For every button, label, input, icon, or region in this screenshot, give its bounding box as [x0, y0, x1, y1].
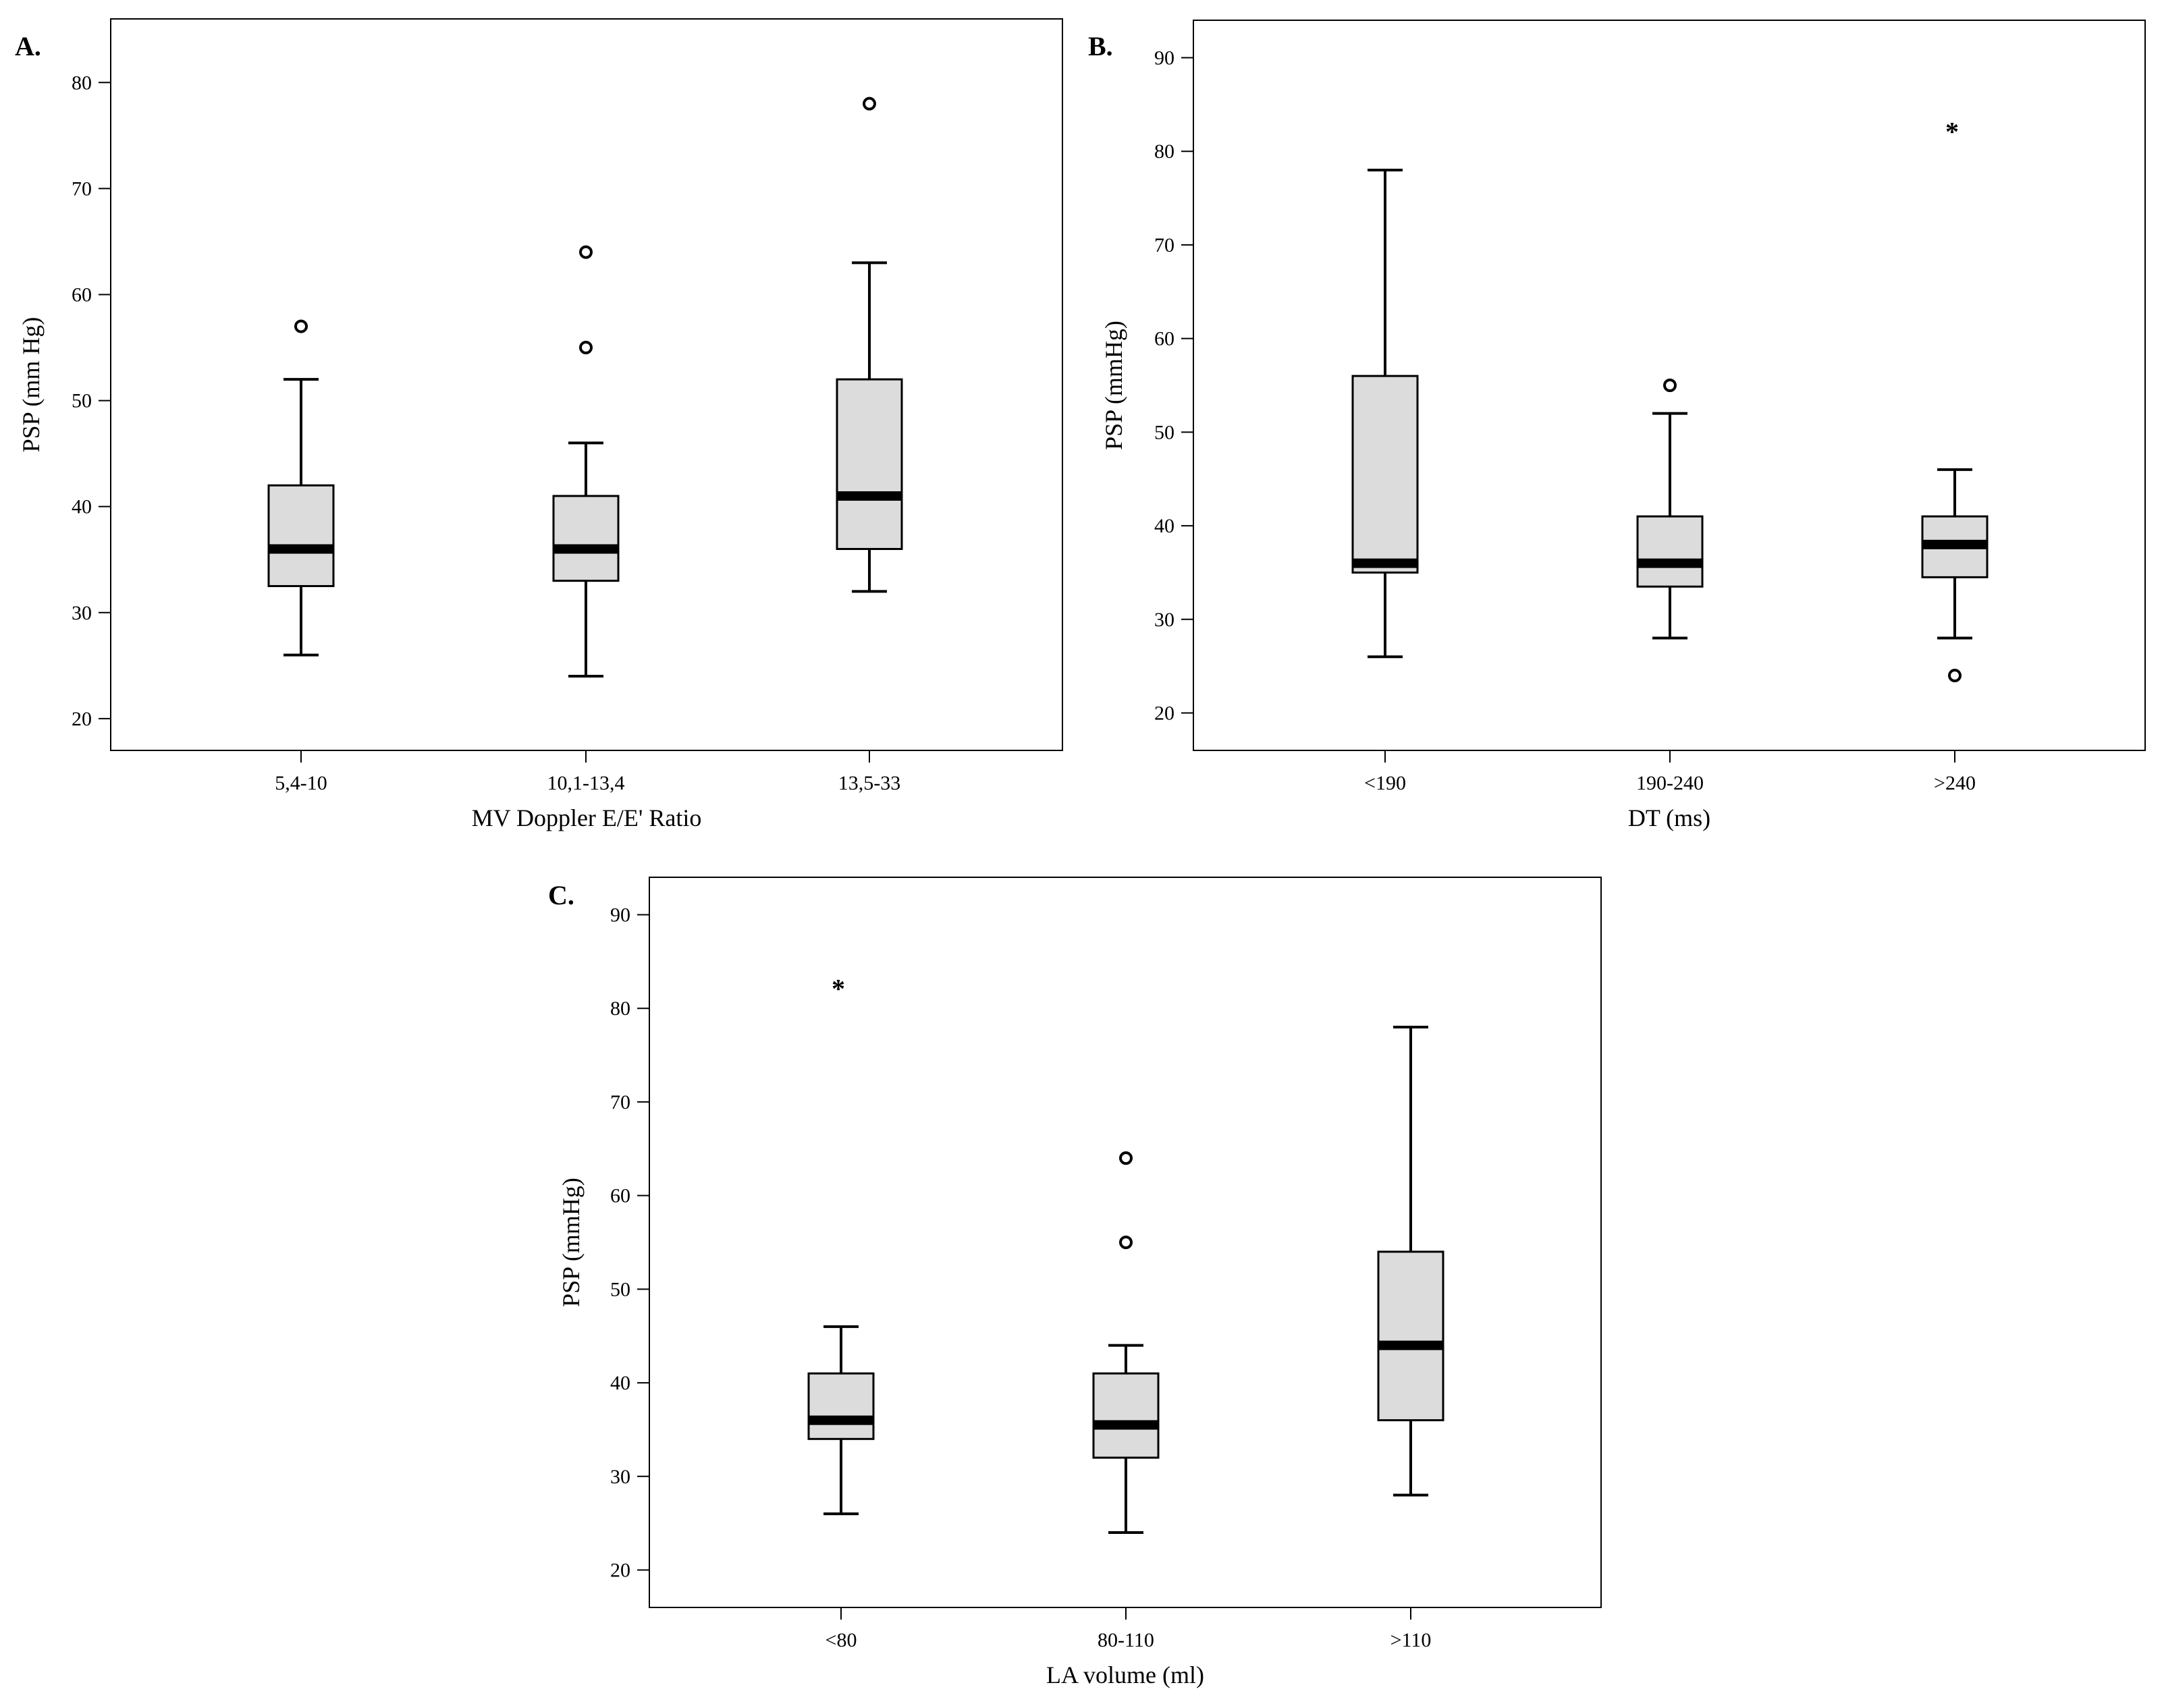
y-tick-label: 50 [1154, 421, 1174, 443]
y-tick-label: 50 [610, 1278, 630, 1300]
y-tick-label: 20 [72, 708, 92, 730]
x-tick-label: 10,1-13,4 [547, 772, 625, 794]
y-tick-label: 30 [1154, 609, 1174, 631]
extreme-point: * [832, 974, 845, 1004]
y-tick-label: 40 [72, 496, 92, 518]
x-tick-label: >240 [1934, 772, 1976, 794]
box-group-1 [552, 245, 620, 678]
box-group-2 [836, 97, 903, 593]
y-tick-label: 60 [1154, 328, 1174, 350]
y-tick-label: 20 [610, 1560, 630, 1582]
outlier-point [1119, 1151, 1133, 1165]
y-axis-title: PSP (mmHg) [1100, 321, 1127, 450]
outlier-point [863, 97, 876, 111]
box-group-2 [1377, 1025, 1444, 1497]
iqr-box [1351, 375, 1419, 574]
iqr-box [1636, 515, 1704, 588]
y-tick-label: 80 [610, 997, 630, 1020]
y-axis-title: PSP (mmHg) [558, 1178, 585, 1307]
extreme-point: * [1945, 117, 1959, 147]
box-group-0 [267, 319, 335, 657]
panel-label: B. [1088, 31, 1113, 61]
box-group-0 [1351, 168, 1419, 659]
y-tick-label: 90 [610, 904, 630, 926]
x-axis-title: LA volume (ml) [1046, 1661, 1204, 1688]
iqr-box [1092, 1372, 1160, 1459]
x-tick-label: <80 [826, 1629, 857, 1651]
y-tick-label: 40 [610, 1372, 630, 1394]
y-tick-label: 40 [1154, 515, 1174, 537]
y-tick-label: 30 [610, 1466, 630, 1488]
y-tick-label: 30 [72, 602, 92, 624]
outlier-point [1119, 1236, 1133, 1249]
box-group-2: * [1921, 117, 1989, 683]
panel-label: C. [548, 880, 574, 910]
panel-b: B. 20 30 40 50 60 70 80 90 PSP (mmHg) <190 190-240 >… [1088, 20, 2146, 831]
outlier-point [294, 319, 308, 333]
iqr-box [836, 378, 903, 551]
iqr-box [552, 495, 620, 582]
iqr-box [267, 484, 335, 587]
outlier-point [1663, 379, 1677, 392]
y-tick-label: 70 [72, 177, 92, 200]
x-tick-label: 5,4-10 [275, 772, 327, 794]
y-tick-label: 60 [610, 1185, 630, 1207]
y-tick-label: 90 [1154, 47, 1174, 69]
y-tick-label: 60 [72, 283, 92, 306]
y-tick-label: 80 [1154, 140, 1174, 163]
y-tick-label: 70 [1154, 234, 1174, 256]
panel-a: A. 20 30 40 50 60 70 80 PSP (mm Hg) 5,4-10 10,1-13… [15, 18, 1063, 831]
box-group-1 [1092, 1151, 1160, 1535]
y-tick-label: 70 [610, 1091, 630, 1113]
x-tick-label: 80-110 [1098, 1629, 1154, 1651]
x-tick-label: 190-240 [1636, 772, 1704, 794]
x-axis-title: DT (ms) [1628, 804, 1710, 831]
box-group-0: * [807, 974, 875, 1516]
panel-c: C. 20 30 40 50 60 70 80 90 PSP (mmHg) <80 80-110 >11… [548, 877, 1602, 1688]
y-tick-label: 50 [72, 390, 92, 412]
box-group-1 [1636, 379, 1704, 640]
iqr-box [1377, 1250, 1444, 1422]
outlier-point [579, 245, 593, 259]
panel-label: A. [15, 31, 41, 61]
y-tick-label: 20 [1154, 703, 1174, 725]
outlier-point [579, 341, 593, 355]
x-axis-title: MV Doppler E/E' Ratio [472, 804, 702, 831]
y-axis-title: PSP (mm Hg) [18, 317, 45, 453]
x-tick-label: 13,5-33 [838, 772, 901, 794]
iqr-box [807, 1372, 875, 1440]
x-tick-label: >110 [1390, 1629, 1432, 1651]
outlier-point [1948, 669, 1962, 683]
x-tick-label: <190 [1364, 772, 1406, 794]
y-tick-label: 80 [72, 72, 92, 94]
